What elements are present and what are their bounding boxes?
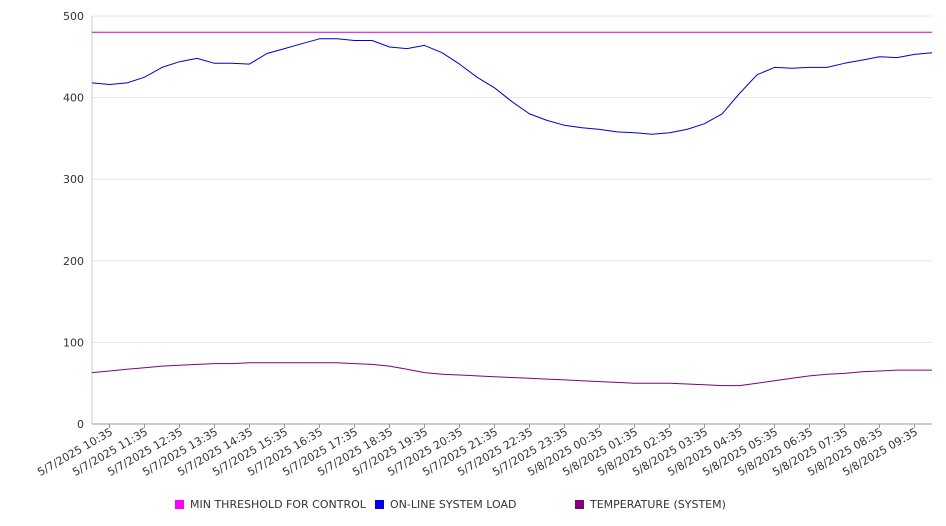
legend-label-min-threshold: MIN THRESHOLD FOR CONTROL: [190, 498, 366, 511]
y-tick-label: 500: [63, 10, 84, 23]
legend-item-temperature[interactable]: TEMPERATURE (SYSTEM): [575, 498, 726, 511]
y-tick-label: 400: [63, 92, 84, 105]
legend: MIN THRESHOLD FOR CONTROL ON-LINE SYSTEM…: [0, 498, 946, 516]
legend-item-system-load[interactable]: ON-LINE SYSTEM LOAD: [375, 498, 516, 511]
legend-swatch-temperature: [575, 500, 584, 509]
series-line-on-line-system-load: [91, 38, 933, 135]
legend-swatch-system-load: [375, 500, 384, 509]
legend-label-system-load: ON-LINE SYSTEM LOAD: [390, 498, 517, 511]
y-tick-label: 200: [63, 255, 84, 268]
legend-item-min-threshold[interactable]: MIN THRESHOLD FOR CONTROL: [175, 498, 366, 511]
legend-label-temperature: TEMPERATURE (SYSTEM): [590, 498, 726, 511]
legend-swatch-min-threshold: [175, 500, 184, 509]
series-lines: [91, 31, 933, 387]
y-axis-ticks: 0 100 200 300 400 500: [63, 10, 84, 431]
y-tick-label: 300: [63, 173, 84, 186]
x-axis-ticks: 5/7/2025 10:355/7/2025 11:355/7/2025 12:…: [35, 424, 920, 479]
y-tick-label: 100: [63, 336, 84, 349]
y-tick-label: 0: [77, 418, 84, 431]
gridlines: [92, 15, 932, 343]
series-line-temperature-system: [91, 362, 932, 387]
